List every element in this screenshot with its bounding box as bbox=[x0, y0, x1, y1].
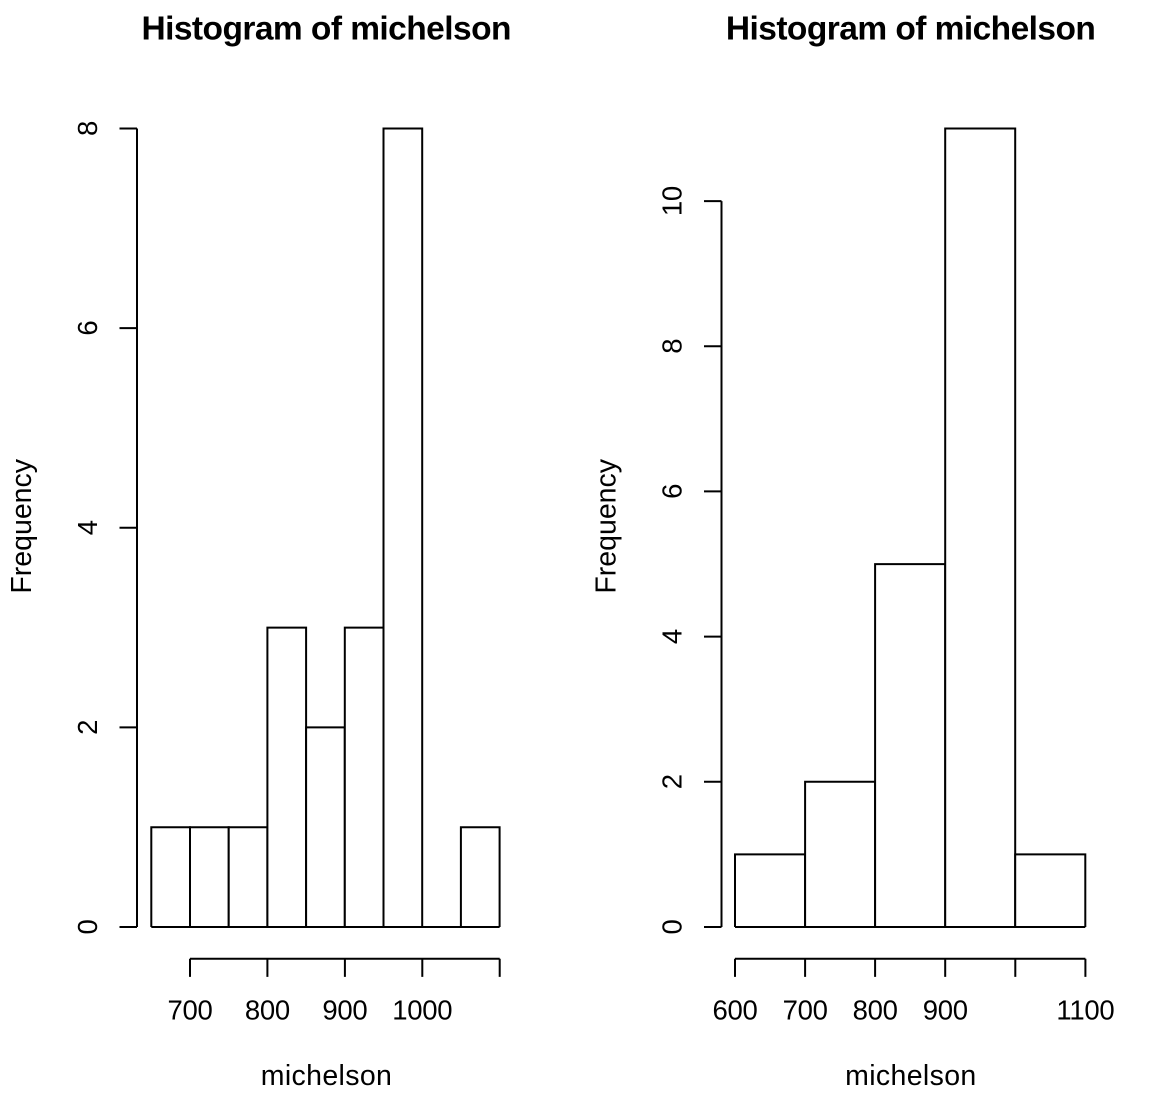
svg-text:0: 0 bbox=[657, 920, 688, 935]
svg-text:800: 800 bbox=[245, 994, 290, 1025]
svg-text:700: 700 bbox=[168, 994, 213, 1025]
svg-text:8: 8 bbox=[72, 121, 103, 136]
svg-text:900: 900 bbox=[322, 994, 367, 1025]
svg-text:900: 900 bbox=[923, 994, 968, 1025]
svg-text:6: 6 bbox=[657, 484, 688, 499]
svg-text:Histogram of michelson: Histogram of michelson bbox=[141, 11, 511, 48]
svg-text:8: 8 bbox=[657, 339, 688, 354]
svg-text:6: 6 bbox=[72, 321, 103, 336]
svg-text:0: 0 bbox=[72, 920, 103, 935]
svg-text:Histogram of michelson: Histogram of michelson bbox=[726, 11, 1096, 48]
svg-text:Frequency: Frequency bbox=[6, 458, 38, 593]
svg-text:Frequency: Frequency bbox=[590, 458, 622, 593]
svg-text:2: 2 bbox=[72, 720, 103, 735]
svg-text:800: 800 bbox=[853, 994, 898, 1025]
svg-text:700: 700 bbox=[783, 994, 828, 1025]
svg-text:michelson: michelson bbox=[845, 1060, 976, 1092]
svg-text:4: 4 bbox=[72, 520, 103, 535]
svg-text:1100: 1100 bbox=[1056, 994, 1114, 1025]
svg-text:4: 4 bbox=[657, 629, 688, 644]
svg-text:michelson: michelson bbox=[261, 1060, 392, 1092]
svg-text:1000: 1000 bbox=[392, 994, 452, 1025]
svg-text:600: 600 bbox=[713, 994, 758, 1025]
svg-text:10: 10 bbox=[657, 186, 688, 216]
svg-text:2: 2 bbox=[657, 774, 688, 789]
